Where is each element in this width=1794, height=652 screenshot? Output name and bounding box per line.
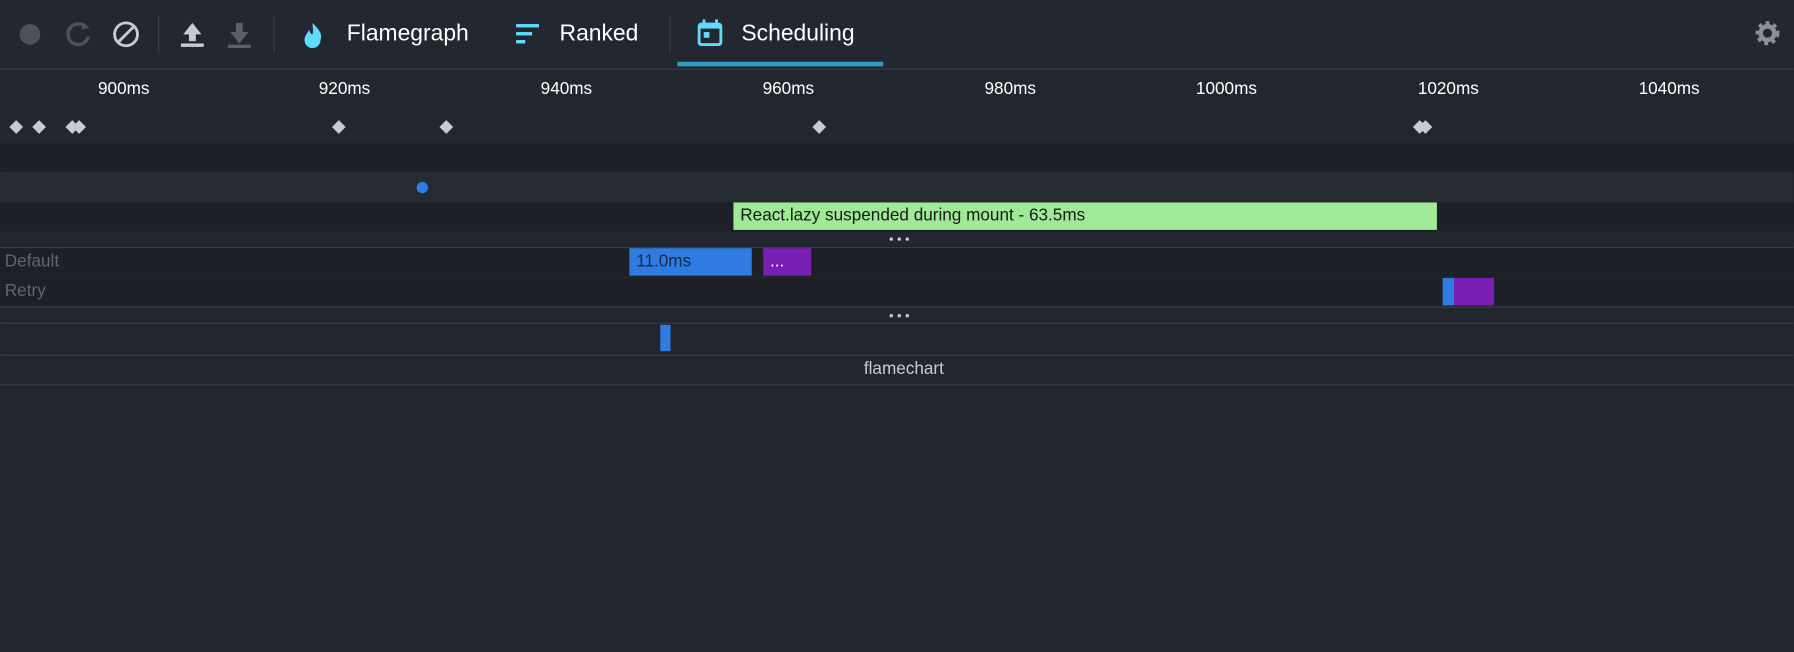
band [0,142,1794,172]
flamechart-bar[interactable] [660,324,671,352]
tab-scheduling[interactable]: Scheduling [741,19,854,45]
clear-button[interactable] [113,21,139,48]
resize-handle[interactable] [889,237,910,241]
tab-flamegraph[interactable]: Flamegraph [347,19,469,45]
tick-label: 920ms [319,78,370,98]
commit-bar[interactable] [1454,277,1495,306]
tick-label: 940ms [541,78,592,98]
active-tab-indicator [677,61,884,67]
lane-row [0,277,1794,307]
timeline-ruler: 900ms 920ms 940ms 960ms 980ms 1000ms 102… [98,78,1700,98]
lane-label: Default [5,250,60,270]
flamechart-label: flamechart [864,358,944,378]
commit-bar[interactable] [763,248,812,276]
record-button[interactable] [19,24,41,45]
band [0,171,1794,203]
tick-label: 1000ms [1196,78,1257,98]
lane-label: Retry [5,280,46,300]
tick-label: 960ms [763,78,814,98]
download-button[interactable] [227,22,251,49]
flamegraph-icon [304,22,322,49]
upload-button[interactable] [180,22,204,47]
scheduling-icon [697,19,723,47]
commit-label: ... [770,250,784,270]
suspense-label: React.lazy suspended during mount - 63.5… [740,205,1085,225]
reload-arrow [81,21,90,30]
network-event[interactable] [416,181,429,194]
render-bar[interactable] [1442,277,1455,306]
settings-button[interactable] [1755,21,1780,46]
tick-label: 1040ms [1639,78,1700,98]
tick-label: 1020ms [1418,78,1479,98]
reload-button[interactable] [66,22,90,47]
render-label: 11.0ms [636,250,691,270]
tab-ranked[interactable]: Ranked [560,19,639,45]
resize-handle[interactable] [889,313,910,318]
tick-label: 900ms [98,78,149,98]
lane-row [0,248,1794,277]
suspense-bar[interactable] [733,202,1437,230]
events [9,120,1433,134]
toolbar [0,0,1794,69]
ranked-icon [516,24,539,44]
render-bar[interactable] [629,248,752,276]
tick-label: 980ms [985,78,1036,98]
